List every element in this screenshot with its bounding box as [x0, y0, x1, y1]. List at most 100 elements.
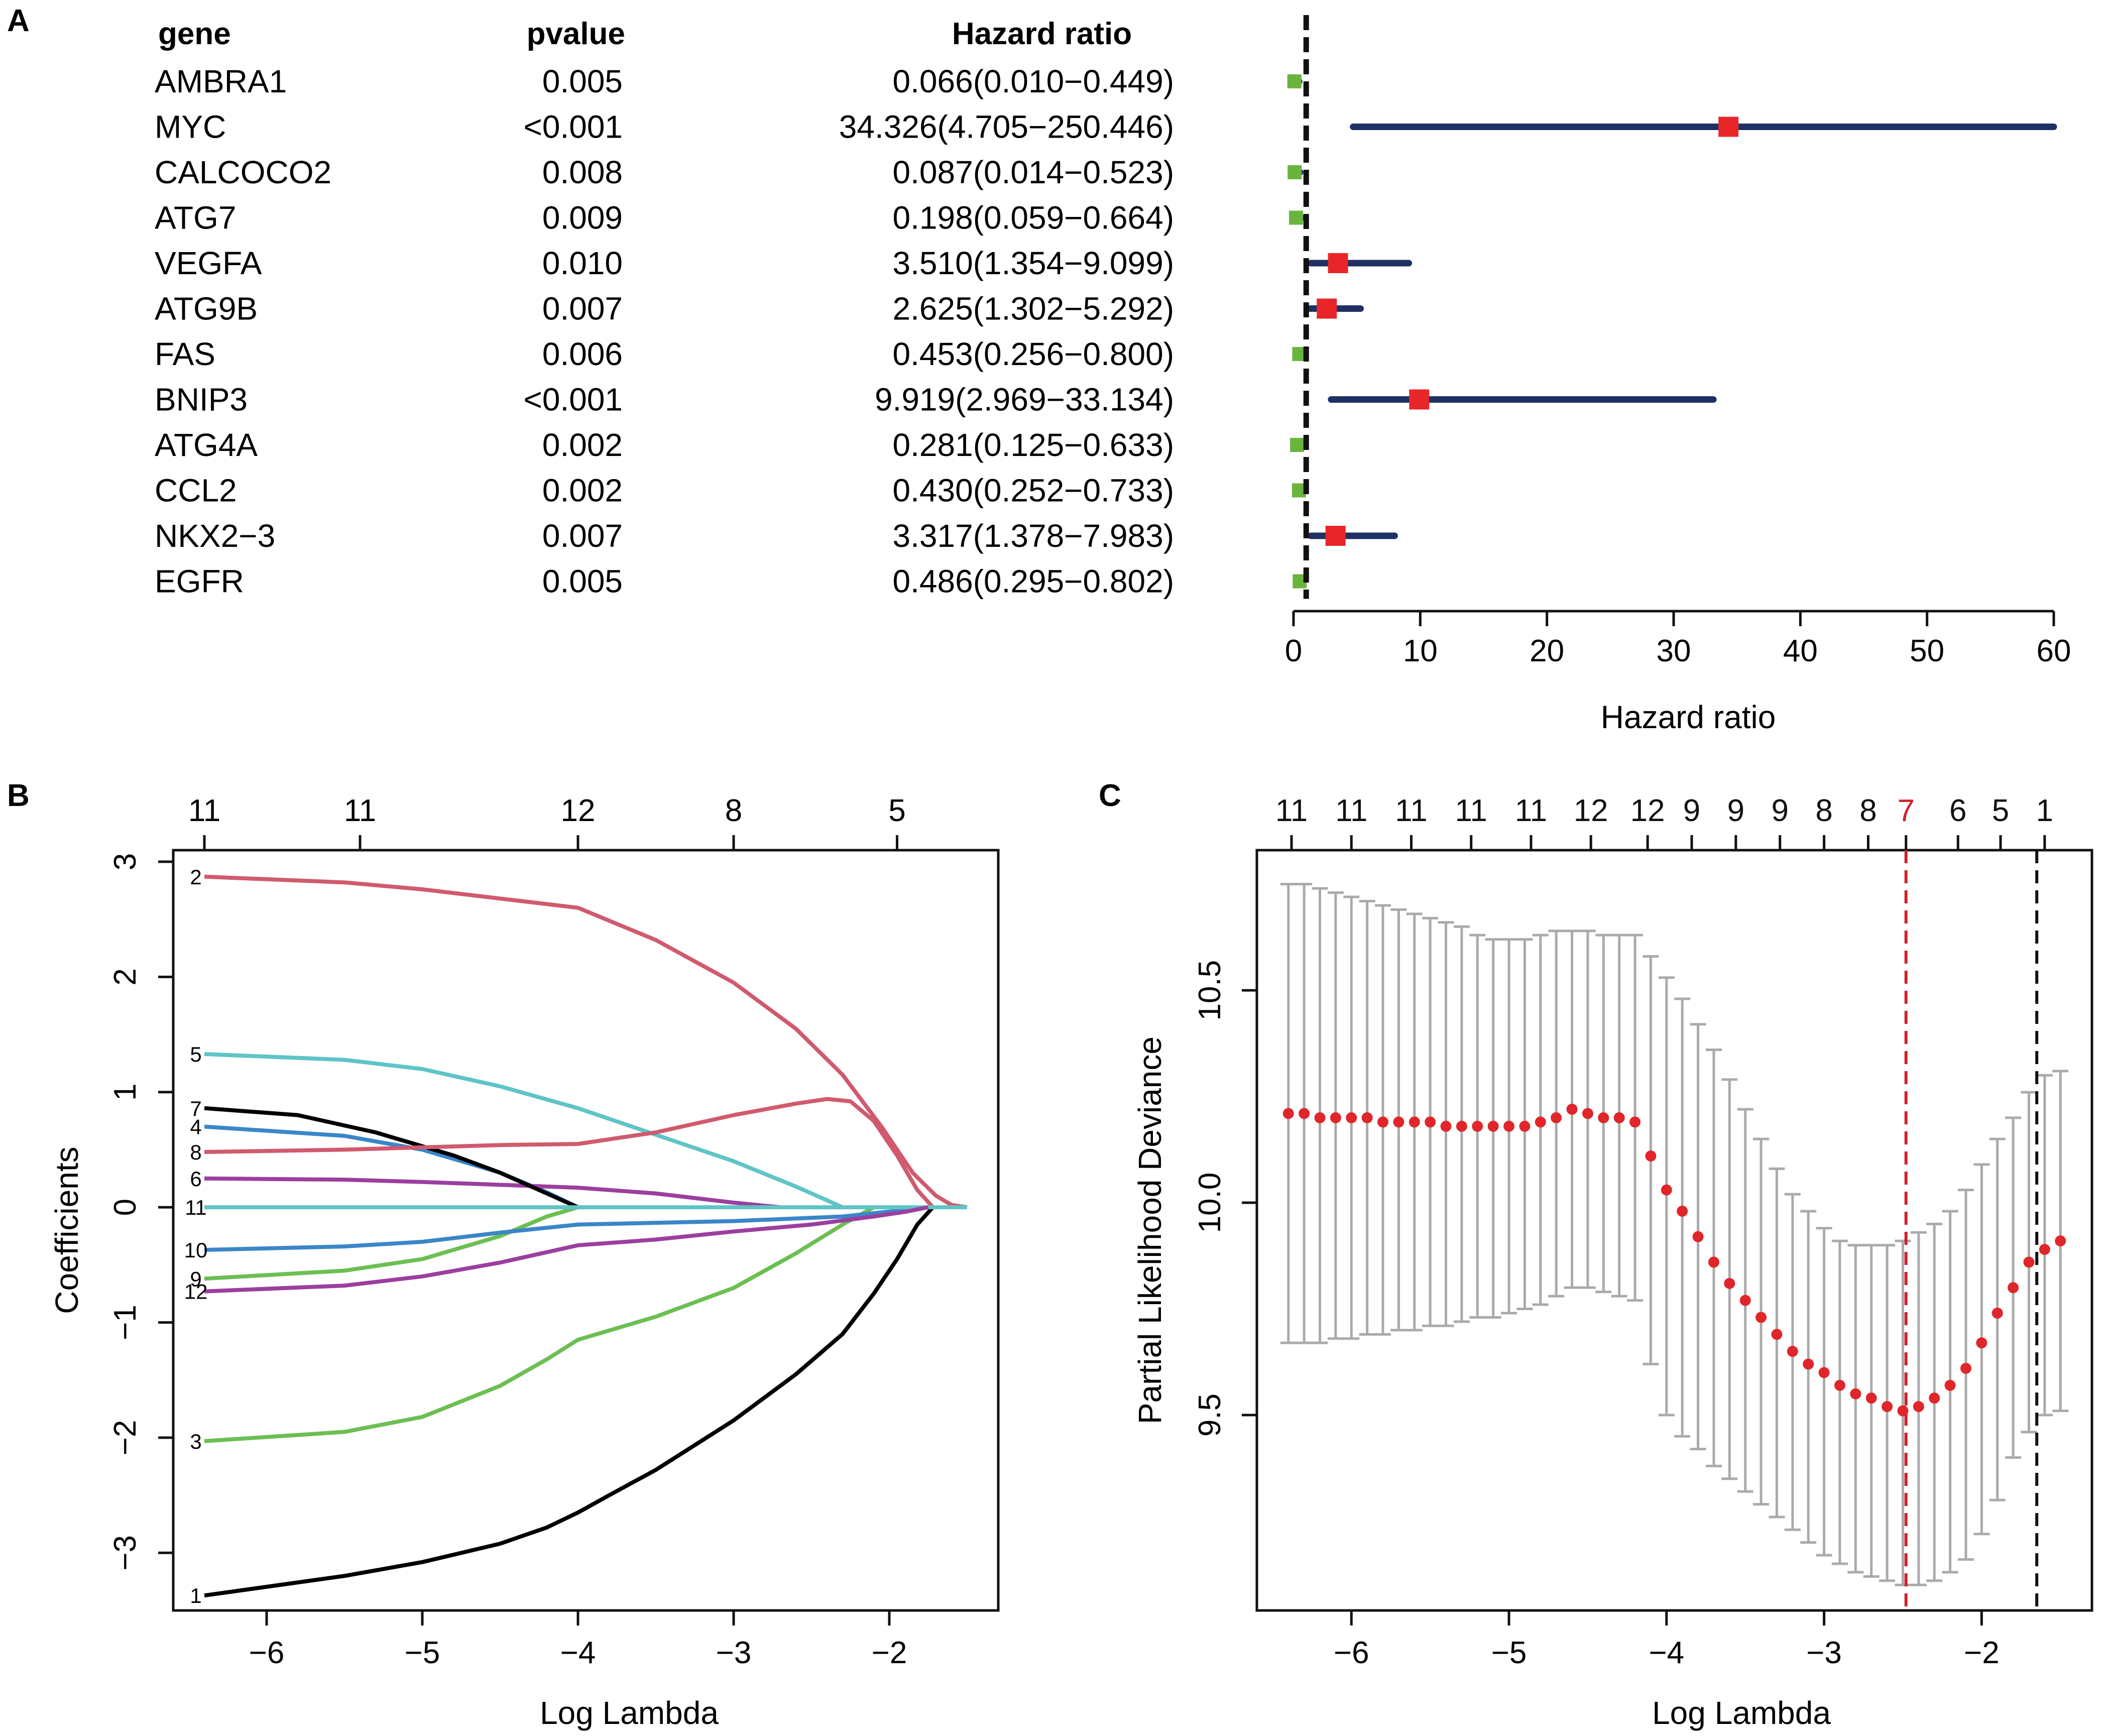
deviance-point: [1425, 1116, 1436, 1128]
x-tick-label: 50: [1910, 634, 1944, 668]
hazard-ratio-column-header: Hazard ratio: [952, 17, 1132, 51]
x-tick-label: −3: [1806, 1636, 1842, 1670]
path-label-4: 4: [190, 1115, 201, 1139]
top-tick-label: 7: [1898, 793, 1915, 828]
deviance-point: [1865, 1393, 1877, 1404]
hazard-ratio-marker: [1409, 389, 1430, 410]
y-tick-label: 0: [108, 1199, 143, 1216]
coefficient-path-8: [204, 1097, 934, 1209]
deviance-point: [1755, 1312, 1767, 1323]
deviance-point: [1913, 1401, 1924, 1413]
cv-y-axis-title: Partial Likelihood Deviance: [1132, 1036, 1168, 1424]
gene-name: CCL2: [155, 473, 237, 509]
deviance-point: [1661, 1184, 1672, 1196]
top-tick-label: 11: [1515, 793, 1547, 828]
deviance-point: [1361, 1112, 1373, 1123]
x-tick-label: 30: [1657, 634, 1691, 668]
pvalue-cell: 0.007: [542, 518, 623, 554]
top-tick-label: 9: [1683, 793, 1700, 828]
hazard-ratio-cell: 3.317(1.378−7.983): [893, 518, 1174, 554]
hazard-ratio-cell: 0.453(0.256−0.800): [893, 336, 1174, 372]
pvalue-cell: 0.002: [542, 427, 623, 463]
panel-label-c: C: [1099, 778, 1121, 813]
x-tick-label: −5: [405, 1636, 440, 1670]
deviance-point: [2008, 1282, 2019, 1294]
deviance-point: [1960, 1362, 1971, 1374]
gene-name: NKX2−3: [155, 518, 275, 554]
hazard-ratio-marker: [1287, 165, 1302, 179]
gene-name: MYC: [155, 109, 226, 145]
pvalue-cell: 0.007: [542, 291, 623, 327]
gene-name: EGFR: [155, 563, 244, 600]
cv-deviance-plot: −6 −5 −4 −3 −211 11 11 11 11 12 12 9 9 9 8 8 7 6 5 19.510.0…: [1132, 793, 2093, 1731]
lasso-plot-frame: [172, 849, 1000, 1612]
deviance-point: [1708, 1256, 1719, 1268]
deviance-point: [1803, 1358, 1814, 1370]
deviance-point: [1629, 1116, 1641, 1128]
pvalue-column-header: pvalue: [527, 17, 625, 51]
x-tick-label: 10: [1403, 634, 1438, 668]
deviance-point: [1645, 1150, 1657, 1162]
deviance-point: [1850, 1388, 1861, 1400]
deviance-point: [1409, 1116, 1420, 1128]
top-tick-label: 9: [1727, 793, 1744, 828]
pvalue-cell: <0.001: [523, 382, 623, 418]
hazard-ratio-cell: 0.281(0.125−0.633): [893, 427, 1174, 463]
gene-name: CALCOCO2: [155, 154, 331, 190]
hazard-ratio-cell: 3.510(1.354−9.099): [893, 245, 1174, 281]
pvalue-cell: 0.006: [542, 336, 623, 372]
deviance-point: [1739, 1295, 1751, 1306]
deviance-point: [1393, 1116, 1404, 1128]
x-tick-label: 60: [2037, 634, 2071, 668]
gene-name: BNIP3: [155, 382, 248, 418]
path-label-5: 5: [190, 1043, 201, 1066]
deviance-point: [1456, 1120, 1467, 1132]
gene-name: ATG4A: [155, 427, 258, 463]
gene-name: ATG9B: [155, 291, 258, 327]
path-label-8: 8: [190, 1140, 201, 1164]
deviance-point: [1834, 1379, 1845, 1391]
top-tick-label: 12: [561, 793, 596, 828]
lasso-x-axis-title: Log Lambda: [540, 1695, 719, 1731]
x-tick-label: −4: [560, 1636, 596, 1670]
gene-name: AMBRA1: [155, 63, 287, 99]
pvalue-cell: 0.005: [542, 563, 623, 600]
pvalue-cell: <0.001: [523, 109, 623, 145]
top-tick-label: 12: [1574, 793, 1608, 828]
y-tick-label: 2: [108, 968, 143, 985]
top-tick-label: 12: [1630, 793, 1665, 828]
deviance-point: [1314, 1112, 1326, 1123]
gene-name: ATG7: [155, 200, 236, 236]
deviance-point: [1897, 1405, 1909, 1417]
path-label-1: 1: [190, 1584, 201, 1607]
pvalue-cell: 0.002: [542, 473, 623, 509]
hazard-ratio-cell: 0.430(0.252−0.733): [893, 473, 1174, 509]
top-tick-label: 11: [1275, 793, 1308, 828]
coefficient-path-6: [204, 1176, 781, 1210]
deviance-point: [1818, 1367, 1830, 1378]
hazard-ratio-cell: 0.066(0.010−0.449): [893, 63, 1174, 99]
path-label-10: 10: [184, 1238, 208, 1262]
top-tick-label: 11: [1335, 793, 1367, 828]
top-tick-label: 11: [1455, 793, 1487, 828]
y-tick-label: −2: [108, 1420, 143, 1456]
x-tick-label: 20: [1530, 634, 1564, 668]
deviance-point: [1282, 1108, 1294, 1119]
deviance-point: [1487, 1120, 1499, 1132]
hazard-ratio-marker: [1290, 438, 1305, 452]
top-tick-label: 11: [188, 793, 220, 828]
x-tick-label: −3: [716, 1636, 752, 1670]
deviance-point: [1582, 1108, 1593, 1119]
gene-name: VEGFA: [155, 245, 262, 281]
deviance-point: [1440, 1120, 1452, 1132]
deviance-point: [1299, 1108, 1310, 1119]
deviance-point: [2023, 1256, 2035, 1268]
path-label-2: 2: [190, 865, 201, 889]
deviance-point: [1724, 1278, 1735, 1289]
deviance-point: [1519, 1120, 1531, 1132]
deviance-point: [1503, 1120, 1515, 1132]
x-tick-label: −2: [1964, 1636, 2000, 1670]
deviance-point: [1771, 1329, 1783, 1340]
deviance-point: [1787, 1346, 1798, 1357]
top-tick-label: 5: [1992, 793, 2009, 828]
